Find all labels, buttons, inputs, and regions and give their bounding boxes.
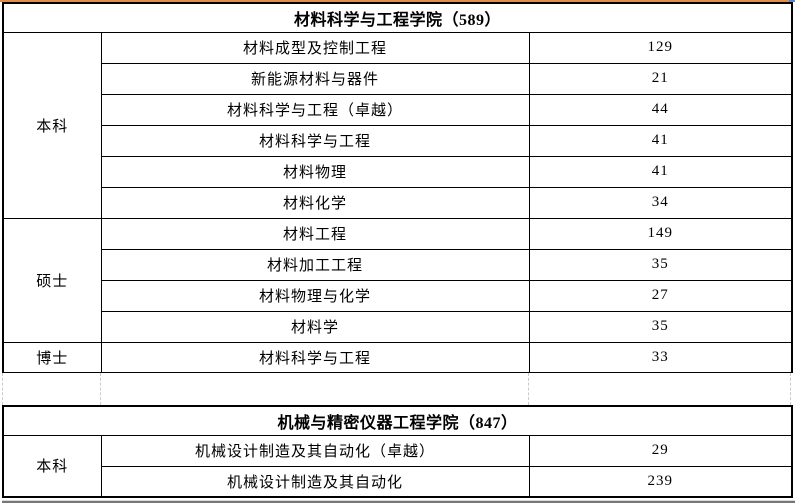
level-cell-doctor: 博士 — [2, 341, 102, 374]
subject-cell: 材料成型及控制工程 — [100, 31, 530, 64]
level-cell-undergrad: 本科 — [2, 31, 102, 219]
table-title: 机械与精密仪器工程学院（847） — [2, 405, 793, 436]
table-row: 材料物理与化学 27 — [3, 279, 793, 312]
table-row: 机械设计制造及其自动化 239 — [3, 465, 793, 498]
subject-cell: 材料化学 — [100, 186, 530, 219]
table-row: 材料学 35 — [3, 310, 793, 343]
dashed-gridline — [100, 373, 101, 405]
top-accent-line-blue — [789, 0, 795, 2]
count-cell: 44 — [528, 93, 793, 126]
subject-cell: 机械设计制造及其自动化 — [100, 465, 530, 498]
count-cell: 35 — [528, 248, 793, 281]
bottom-divider-light — [2, 500, 795, 501]
table-row: 材料化学 34 — [3, 186, 793, 219]
table-row: 材料科学与工程 41 — [3, 124, 793, 157]
count-cell: 35 — [528, 310, 793, 343]
college-table-mechanical: 机械与精密仪器工程学院（847） 本科 机械设计制造及其自动化（卓越） 29 机… — [2, 405, 793, 498]
count-cell: 129 — [528, 31, 793, 64]
subject-cell: 材料科学与工程（卓越） — [100, 93, 530, 126]
level-cell-undergrad: 本科 — [2, 434, 102, 498]
dashed-gridline — [790, 373, 791, 405]
subject-cell: 材料科学与工程 — [100, 341, 530, 374]
count-cell: 34 — [528, 186, 793, 219]
table-header-row: 机械与精密仪器工程学院（847） — [2, 405, 793, 436]
dashed-gridline — [528, 373, 529, 405]
table-title: 材料科学与工程学院（589） — [2, 2, 793, 33]
subject-cell: 材料加工工程 — [100, 248, 530, 281]
count-cell: 149 — [528, 217, 793, 250]
table-row: 本科 材料成型及控制工程 129 — [2, 31, 793, 219]
count-cell: 27 — [528, 279, 793, 312]
subject-cell: 机械设计制造及其自动化（卓越） — [100, 434, 530, 467]
level-cell-master: 硕士 — [2, 217, 102, 343]
subject-cell: 材料工程 — [100, 217, 530, 250]
count-cell: 239 — [528, 465, 793, 498]
table-header-row: 材料科学与工程学院（589） — [2, 2, 793, 33]
count-cell: 33 — [528, 341, 793, 374]
subject-cell: 材料物理与化学 — [100, 279, 530, 312]
college-table-materials: 材料科学与工程学院（589） 本科 材料成型及控制工程 129 新能源材料与器件… — [2, 2, 793, 374]
table-gap — [0, 373, 795, 405]
table-row: 本科 机械设计制造及其自动化（卓越） 29 — [2, 434, 793, 498]
subject-cell: 材料学 — [100, 310, 530, 343]
table-row: 材料科学与工程（卓越） 44 — [3, 93, 793, 126]
table-row: 材料物理 41 — [3, 155, 793, 188]
count-cell: 21 — [528, 62, 793, 95]
top-accent-line-orange — [0, 0, 789, 2]
table-row: 硕士 材料工程 149 — [2, 217, 793, 343]
subject-cell: 材料科学与工程 — [100, 124, 530, 157]
table-row: 新能源材料与器件 21 — [3, 62, 793, 95]
table-row: 博士 材料科学与工程 33 — [2, 341, 793, 374]
count-cell: 41 — [528, 155, 793, 188]
dashed-gridline — [2, 373, 3, 405]
count-cell: 41 — [528, 124, 793, 157]
bottom-divider — [2, 501, 795, 503]
subject-cell: 新能源材料与器件 — [100, 62, 530, 95]
table-row: 材料加工工程 35 — [3, 248, 793, 281]
subject-cell: 材料物理 — [100, 155, 530, 188]
count-cell: 29 — [528, 434, 793, 467]
